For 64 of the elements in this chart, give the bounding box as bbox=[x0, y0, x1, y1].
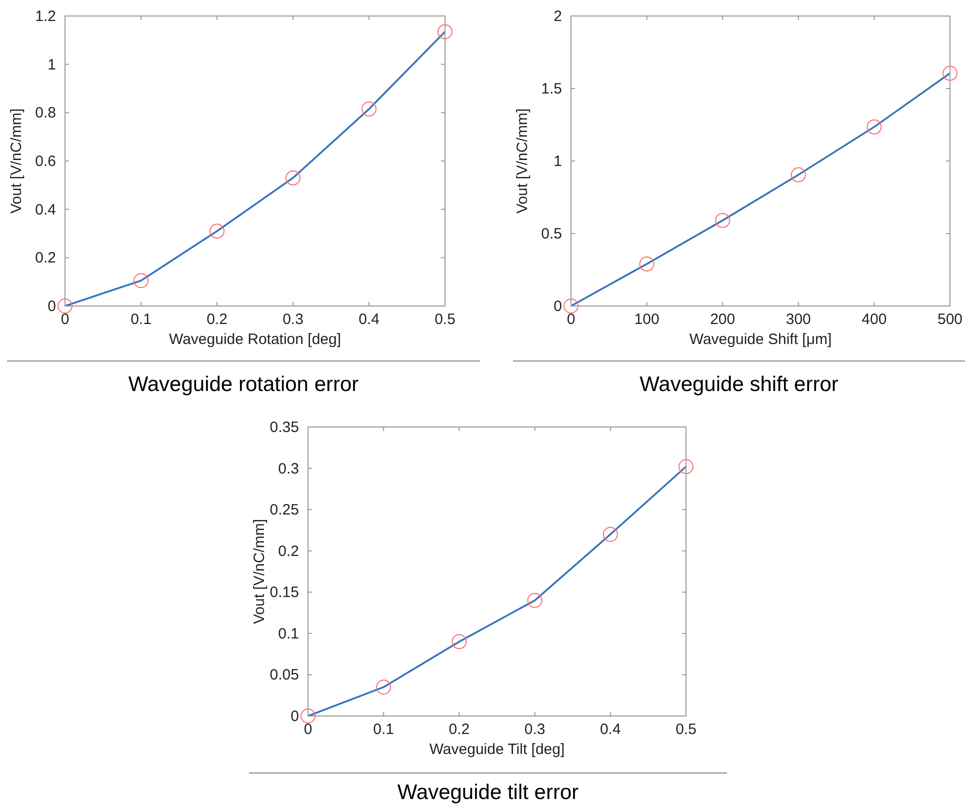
y-tick-label: 0.25 bbox=[270, 502, 299, 519]
x-tick-label: 0.4 bbox=[600, 721, 621, 738]
point bbox=[942, 66, 958, 81]
y-axis-title: Vout [V/nC/mm] bbox=[514, 108, 531, 214]
x-tick-label: 0.1 bbox=[373, 721, 394, 738]
point bbox=[58, 298, 72, 314]
y-tick-label: 0 bbox=[48, 298, 56, 315]
y-tick-label: 0.15 bbox=[270, 584, 299, 602]
point bbox=[602, 526, 618, 542]
text: Waveguide rotation error bbox=[128, 373, 359, 396]
y-tick-label: 2 bbox=[554, 8, 562, 25]
point bbox=[564, 298, 578, 314]
y-tick-label: 1.5 bbox=[541, 80, 562, 98]
x-tick-label: 500 bbox=[937, 311, 963, 328]
x-tick-label: 0.3 bbox=[524, 721, 546, 738]
y-tick-label: 0.3 bbox=[278, 460, 299, 478]
point bbox=[790, 167, 806, 182]
x-tick-label: 0.4 bbox=[358, 311, 380, 328]
y-axis-title: Vout [V/nC/mm] bbox=[251, 518, 268, 624]
y-tick-label: 0.5 bbox=[541, 226, 562, 242]
y-tick-label: 0.1 bbox=[278, 625, 299, 642]
text: Waveguide shift error bbox=[640, 373, 838, 396]
x-tick-label: 0.1 bbox=[130, 311, 152, 328]
point bbox=[438, 24, 452, 40]
point bbox=[527, 592, 542, 608]
y-tick-label: 0 bbox=[290, 708, 299, 725]
point bbox=[300, 708, 316, 724]
y-tick-label: 0.4 bbox=[35, 201, 56, 218]
x-axis-title: Waveguide Tilt [deg] bbox=[429, 741, 565, 758]
point bbox=[134, 273, 148, 288]
y-tick-label: 1.2 bbox=[35, 8, 56, 25]
point bbox=[362, 102, 376, 117]
x-tick-label: 0.2 bbox=[206, 311, 228, 328]
y-axis-title: Vout [V/nC/mm] bbox=[8, 108, 25, 214]
point bbox=[286, 170, 300, 186]
point bbox=[639, 256, 654, 272]
y-tick-label: 0.6 bbox=[35, 153, 56, 170]
point bbox=[678, 459, 694, 474]
x-tick-label: 0 bbox=[566, 311, 576, 328]
x-tick-label: 0.2 bbox=[448, 721, 470, 738]
y-tick-label: 0.8 bbox=[35, 104, 56, 122]
point bbox=[210, 224, 224, 239]
x-tick-label: 0 bbox=[304, 721, 312, 738]
point bbox=[452, 634, 467, 650]
point bbox=[866, 119, 882, 134]
y-tick-label: 0.2 bbox=[35, 250, 56, 267]
x-tick-label: 0 bbox=[60, 311, 70, 328]
point bbox=[376, 680, 392, 695]
y-tick-label: 0.05 bbox=[270, 666, 299, 684]
x-tick-label: 100 bbox=[634, 311, 660, 328]
x-axis-title: Waveguide Rotation [deg] bbox=[168, 331, 342, 348]
point bbox=[715, 212, 730, 228]
y-tick-label: 1 bbox=[48, 56, 56, 74]
x-tick-label: 0.5 bbox=[676, 721, 696, 738]
x-tick-label: 200 bbox=[710, 311, 736, 328]
y-tick-label: 0.35 bbox=[270, 419, 299, 436]
y-tick-label: 0 bbox=[554, 298, 562, 315]
x-tick-label: 400 bbox=[862, 311, 887, 328]
y-tick-label: 0.2 bbox=[278, 542, 299, 560]
y-tick-label: 1 bbox=[554, 153, 562, 170]
x-axis-title: Waveguide Shift [μm] bbox=[689, 331, 832, 348]
text: Waveguide tilt error bbox=[397, 781, 579, 804]
x-tick-label: 300 bbox=[786, 311, 811, 328]
x-tick-label: 0.5 bbox=[434, 311, 456, 328]
